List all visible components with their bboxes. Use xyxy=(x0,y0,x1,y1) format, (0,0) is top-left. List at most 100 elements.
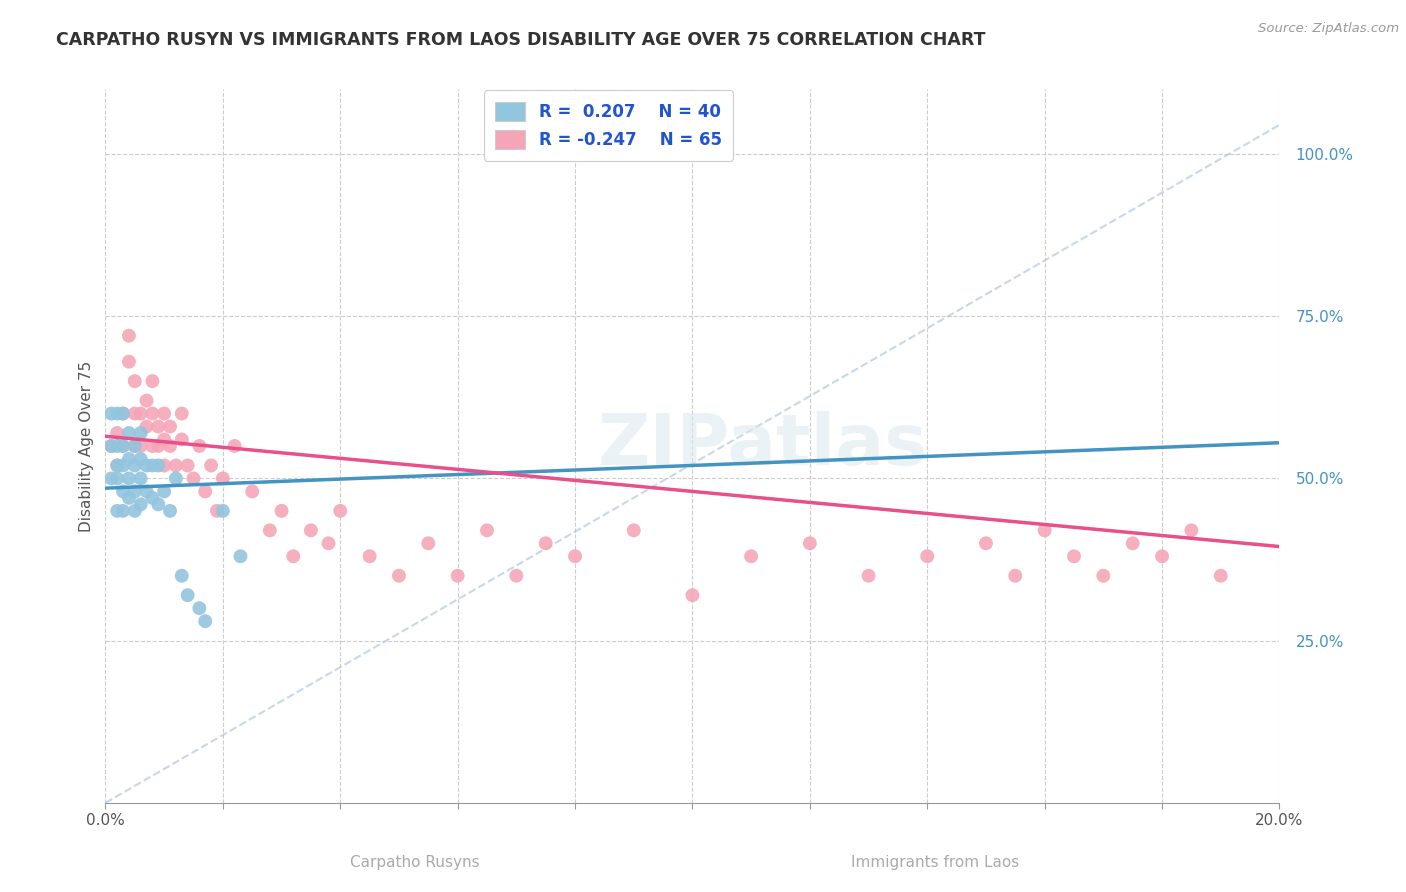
Point xyxy=(224,439,246,453)
Point xyxy=(141,407,163,421)
Point xyxy=(112,504,135,518)
Point xyxy=(740,549,762,564)
Point xyxy=(153,433,176,447)
Point xyxy=(105,458,128,473)
Point xyxy=(129,471,152,485)
Point xyxy=(118,491,141,505)
Point xyxy=(153,458,176,473)
Point xyxy=(170,433,193,447)
Point xyxy=(153,407,176,421)
Point xyxy=(165,471,187,485)
Point xyxy=(112,439,135,453)
Point xyxy=(170,407,193,421)
Point xyxy=(359,549,381,564)
Point xyxy=(505,568,527,582)
Point xyxy=(112,439,135,453)
Point xyxy=(105,407,128,421)
Point xyxy=(188,439,211,453)
Point xyxy=(118,354,141,368)
Text: ZIPatlas: ZIPatlas xyxy=(598,411,928,481)
Legend: R =  0.207    N = 40, R = -0.247    N = 65: R = 0.207 N = 40, R = -0.247 N = 65 xyxy=(484,90,734,161)
Point xyxy=(1063,549,1085,564)
Point xyxy=(799,536,821,550)
Point xyxy=(205,504,228,518)
Point xyxy=(148,419,170,434)
Point xyxy=(100,407,122,421)
Y-axis label: Disability Age Over 75: Disability Age Over 75 xyxy=(79,360,94,532)
Point xyxy=(200,458,222,473)
Point xyxy=(148,458,170,473)
Point xyxy=(100,439,122,453)
Point xyxy=(170,568,193,582)
Point xyxy=(211,504,233,518)
Point xyxy=(124,439,146,453)
Point xyxy=(318,536,340,550)
Point xyxy=(974,536,997,550)
Point xyxy=(259,524,281,538)
Point xyxy=(124,407,146,421)
Point xyxy=(124,439,146,453)
Point xyxy=(283,549,305,564)
Point xyxy=(148,439,170,453)
Point xyxy=(194,484,217,499)
Point xyxy=(141,374,163,388)
Point xyxy=(135,484,157,499)
Point xyxy=(176,458,198,473)
Point xyxy=(129,452,152,467)
Point xyxy=(159,504,181,518)
Point xyxy=(418,536,440,550)
Point xyxy=(124,484,146,499)
Point xyxy=(388,568,411,582)
Point xyxy=(159,439,181,453)
Point xyxy=(100,439,122,453)
Point xyxy=(329,504,352,518)
Point xyxy=(270,504,292,518)
Text: Carpatho Rusyns: Carpatho Rusyns xyxy=(350,855,479,870)
Point xyxy=(105,504,128,518)
Point xyxy=(194,614,217,628)
Point xyxy=(112,407,135,421)
Point xyxy=(105,458,128,473)
Point xyxy=(183,471,205,485)
Point xyxy=(1092,568,1115,582)
Point xyxy=(129,497,152,511)
Point xyxy=(159,419,181,434)
Point xyxy=(124,458,146,473)
Point xyxy=(623,524,645,538)
Point xyxy=(129,407,152,421)
Point xyxy=(135,458,157,473)
Point xyxy=(682,588,704,602)
Point xyxy=(141,491,163,505)
Point xyxy=(105,471,128,485)
Point xyxy=(118,471,141,485)
Point xyxy=(124,504,146,518)
Point xyxy=(1122,536,1144,550)
Point xyxy=(229,549,252,564)
Text: CARPATHO RUSYN VS IMMIGRANTS FROM LAOS DISABILITY AGE OVER 75 CORRELATION CHART: CARPATHO RUSYN VS IMMIGRANTS FROM LAOS D… xyxy=(56,31,986,49)
Text: Source: ZipAtlas.com: Source: ZipAtlas.com xyxy=(1258,22,1399,36)
Point xyxy=(917,549,939,564)
Point xyxy=(153,484,176,499)
Point xyxy=(112,484,135,499)
Point xyxy=(148,497,170,511)
Point xyxy=(188,601,211,615)
Point xyxy=(129,439,152,453)
Point xyxy=(118,452,141,467)
Point xyxy=(129,425,152,440)
Point xyxy=(446,568,468,582)
Point xyxy=(564,549,586,564)
Point xyxy=(118,328,141,343)
Point xyxy=(112,458,135,473)
Point xyxy=(1033,524,1056,538)
Point xyxy=(534,536,557,550)
Point xyxy=(475,524,498,538)
Point xyxy=(100,471,122,485)
Point xyxy=(165,458,187,473)
Point xyxy=(105,425,128,440)
Point xyxy=(240,484,263,499)
Point xyxy=(124,374,146,388)
Point xyxy=(105,439,128,453)
Point xyxy=(176,588,198,602)
Point xyxy=(1209,568,1232,582)
Point xyxy=(858,568,880,582)
